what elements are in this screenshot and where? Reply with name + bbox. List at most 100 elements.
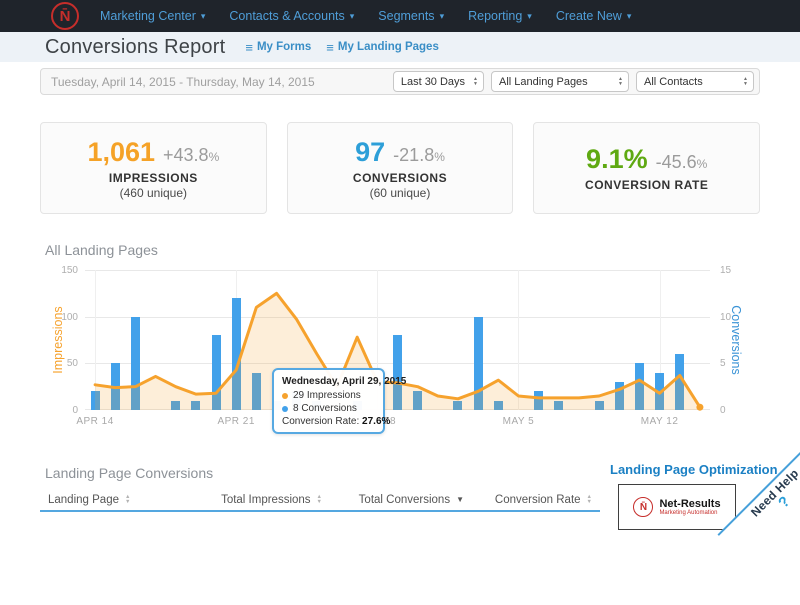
need-help-ribbon[interactable]: Need Help ? [717,435,800,605]
column-label: Landing Page [48,493,119,506]
select-all-contacts[interactable]: All Contacts ▲ ▼ [636,71,754,92]
list-icon: ≡ [326,39,334,55]
column-header-conversion-rate[interactable]: Conversion Rate ▲ ▼ [464,494,592,506]
stat-delta: -45.6% [655,152,708,172]
stat-delta: +43.8% [163,144,220,165]
conversions-bar[interactable] [211,335,221,410]
chevron-down-icon: ▾ [626,10,632,21]
tooltip-rate-value: 27.6% [362,416,391,427]
stat-value: 9.1% [586,144,648,174]
nav-item-contacts-accounts[interactable]: Contacts & Accounts ▾ [229,9,354,23]
x-axis-label: MAY 5 [502,416,535,427]
select-all-landing-pages[interactable]: All Landing Pages ▲ ▼ [491,71,629,92]
stat-cards: 1,061 +43.8% IMPRESSIONS (460 unique) 97 -21.… [40,122,761,214]
link-label: My Forms [256,41,312,53]
conversions-bar[interactable] [534,391,544,410]
promo-title[interactable]: Landing Page Optimization [610,462,778,477]
chevron-down-icon: ▾ [439,10,445,21]
chart-title: All Landing Pages [45,242,158,258]
column-header-total-impressions[interactable]: Total Impressions ▲ ▼ [172,494,322,506]
link-my-forms[interactable]: ≡ My Forms [245,40,311,55]
select-value: All Landing Pages [499,75,588,88]
select-last-30-days[interactable]: Last 30 Days ▲ ▼ [392,71,484,92]
link-label: My Landing Pages [337,41,439,53]
conversions-bar[interactable] [493,400,503,410]
v-gridline [659,270,661,410]
conversions-bar[interactable] [675,354,685,410]
conversions-bar[interactable] [453,400,463,410]
stat-label: IMPRESSIONS [108,170,198,185]
sort-desc-icon: ▼ [456,495,464,504]
net-results-ad-box[interactable]: N̄ Net-Results Marketing Automation [618,484,736,530]
conversions-bar[interactable] [413,391,423,410]
tooltip-date: Wednesday, April 29, 2015 [282,376,407,387]
y-tick-right: 5 [720,358,726,370]
page-header: Conversions Report ≡ My Forms ≡ My Landing … [0,32,800,62]
stat-card-impressions: 1,061 +43.8% IMPRESSIONS (460 unique) [40,122,267,214]
column-label: Total Conversions [358,493,451,506]
stat-delta-unit: % [434,149,445,164]
conversions-bar[interactable] [473,316,483,410]
chart-plot [85,270,710,411]
nav-item-reporting[interactable]: Reporting ▾ [468,9,532,23]
promo-brand: Net-Results [659,497,721,510]
stat-value-row: 97 -21.8% [355,137,445,168]
select-value: All Contacts [644,75,703,88]
date-range-text: Tuesday, April 14, 2015 - Thursday, May … [51,74,315,89]
x-axis-label: APR 21 [217,416,255,427]
stat-value-row: 9.1% -45.6% [586,144,707,175]
filter-selects: Last 30 Days ▲ ▼ All Landing Pages ▲ ▼ All Con… [386,71,754,92]
nav-menu: Marketing Center ▾ Contacts & Accounts ▾ Seg… [100,9,655,23]
nav-item-segments[interactable]: Segments ▾ [378,9,444,23]
nav-item-create-new[interactable]: Create New ▾ [556,9,632,23]
y-tick-left: 50 [66,358,78,370]
conversions-bar[interactable] [393,335,402,410]
column-header-landing-page[interactable]: Landing Page ▲ ▼ [48,494,172,506]
conversions-bar[interactable] [90,391,100,410]
conversions-bar[interactable] [251,372,261,410]
promo-brand-block: Net-Results Marketing Automation [659,498,720,517]
column-header-total-conversions[interactable]: Total Conversions ▼ [322,494,464,506]
y-tick-right: 0 [720,405,726,416]
y-tick-left: 150 [61,265,78,276]
stepper-icon: ▲ ▼ [473,76,478,87]
conversions-bar[interactable] [130,316,140,410]
bottom-section: Landing Page Conversions Landing Page ▲ ▼ T… [40,462,778,530]
stat-label: CONVERSIONS [352,170,448,185]
stat-card-conversions: 97 -21.8% CONVERSIONS (60 unique) [286,122,514,214]
y-axis-label-impressions: Impressions [51,306,65,374]
nav-item-label: Segments [378,9,435,23]
filter-bar: Tuesday, April 14, 2015 - Thursday, May … [40,68,760,95]
conversions-bar[interactable] [231,298,241,410]
sort-icon: ▲ ▼ [124,493,131,505]
tooltip-impressions-row: 29 Impressions [282,390,375,401]
tooltip-rate-label: Conversion Rate: [282,416,363,427]
conversions-bar[interactable] [614,382,624,410]
v-gridline [518,270,520,410]
nav-item-marketing-center[interactable]: Marketing Center ▾ [100,9,205,23]
chevron-down-icon: ▾ [527,10,532,21]
chevron-down-icon: ▾ [349,10,355,21]
stat-sublabel: (460 unique) [119,185,188,200]
conversions-bar[interactable] [171,400,181,410]
chart-tooltip: Wednesday, April 29, 2015 29 Impressions… [272,368,407,434]
stat-delta-unit: % [208,149,220,164]
stepper-icon: ▲ ▼ [618,76,623,87]
stepper-icon: ▲ ▼ [743,76,748,87]
x-axis-label: MAY 12 [640,416,679,427]
conversions-bar[interactable] [554,400,564,410]
conversions-bar[interactable] [191,400,201,410]
net-results-logo-icon[interactable]: N̄ [51,2,79,30]
tooltip-conversions-text: 8 Conversions [293,403,357,414]
stat-delta-unit: % [696,157,708,171]
chevron-down-icon: ▾ [200,10,206,21]
conversions-bar[interactable] [594,400,604,410]
select-value: Last 30 Days [400,75,466,88]
column-label: Total Impressions [221,493,311,506]
nav-item-label: Marketing Center [100,9,196,23]
y-tick-right: 10 [720,311,732,323]
link-my-landing-pages[interactable]: ≡ My Landing Pages [326,40,439,55]
y-axis-label-conversions: Conversions [729,305,743,375]
conversions-bar[interactable] [634,363,644,410]
h-gridline [85,316,710,318]
